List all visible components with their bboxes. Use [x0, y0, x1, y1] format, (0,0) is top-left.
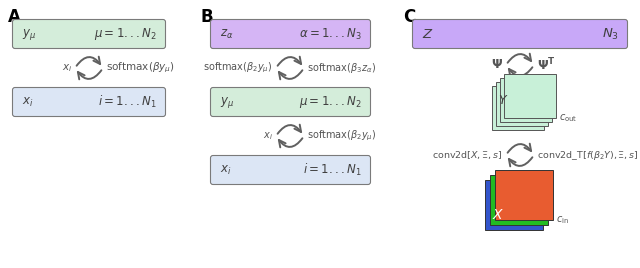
Text: softmax$(\beta_3 z_\alpha)$: softmax$(\beta_3 z_\alpha)$ [307, 61, 376, 75]
Text: $x_i$: $x_i$ [61, 62, 72, 74]
Text: $N_3$: $N_3$ [602, 27, 619, 42]
Text: $x_i$: $x_i$ [22, 95, 33, 109]
Text: $X$: $X$ [492, 208, 504, 222]
Text: C: C [403, 8, 415, 26]
Text: conv2d$[X, \Xi, s]$: conv2d$[X, \Xi, s]$ [433, 149, 503, 161]
Text: $Z$: $Z$ [422, 28, 434, 40]
Text: $\mathbf{\Psi}$: $\mathbf{\Psi}$ [491, 58, 503, 72]
Text: $c_\mathrm{in}$: $c_\mathrm{in}$ [556, 214, 569, 226]
Bar [504, 74, 556, 118]
Text: softmax$(\beta_2 y_\mu)$: softmax$(\beta_2 y_\mu)$ [204, 61, 273, 75]
Text: softmax$(\beta_2 y_\mu)$: softmax$(\beta_2 y_\mu)$ [307, 129, 376, 143]
FancyBboxPatch shape [13, 87, 166, 117]
Text: conv2d_T$[f(\beta_2 Y), \Xi, s]$: conv2d_T$[f(\beta_2 Y), \Xi, s]$ [537, 148, 639, 162]
Text: $\alpha = 1...N_3$: $\alpha = 1...N_3$ [299, 27, 362, 42]
Text: $x_i$: $x_i$ [220, 163, 232, 177]
Text: softmax$(\beta y_\mu)$: softmax$(\beta y_\mu)$ [106, 61, 175, 75]
Text: $Y$: $Y$ [498, 94, 508, 107]
Bar [492, 86, 544, 130]
Text: $z_\alpha$: $z_\alpha$ [220, 27, 234, 40]
FancyBboxPatch shape [211, 155, 371, 184]
Bar [490, 175, 548, 225]
FancyBboxPatch shape [413, 20, 627, 49]
FancyBboxPatch shape [211, 87, 371, 117]
Text: $y_\mu$: $y_\mu$ [220, 95, 234, 110]
Bar [495, 170, 553, 220]
FancyBboxPatch shape [211, 20, 371, 49]
Text: B: B [200, 8, 212, 26]
Bar [485, 180, 543, 230]
Text: $x_i$: $x_i$ [263, 130, 273, 142]
Bar [500, 78, 552, 122]
Text: $y_\mu$: $y_\mu$ [22, 27, 36, 42]
Text: $\mu = 1...N_2$: $\mu = 1...N_2$ [299, 94, 362, 110]
Bar [496, 82, 548, 126]
Text: $c_\mathrm{out}$: $c_\mathrm{out}$ [559, 112, 577, 124]
Text: $i = 1...N_1$: $i = 1...N_1$ [303, 162, 362, 178]
Text: $\mu = 1...N_2$: $\mu = 1...N_2$ [94, 26, 157, 42]
Text: $i = 1...N_1$: $i = 1...N_1$ [99, 94, 157, 110]
Text: A: A [8, 8, 21, 26]
Text: $\mathbf{\Psi}^\mathbf{T}$: $\mathbf{\Psi}^\mathbf{T}$ [537, 57, 556, 73]
FancyBboxPatch shape [13, 20, 166, 49]
